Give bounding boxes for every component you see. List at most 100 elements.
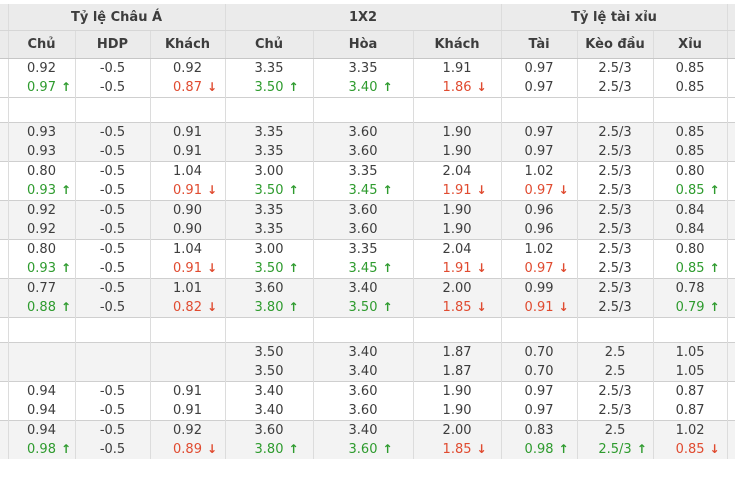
odds-value: 3.60	[348, 125, 378, 140]
odds-cell: -0.5	[74, 78, 150, 98]
down-arrow-icon: ↓	[206, 300, 218, 314]
odds-value: 2.5/3	[598, 61, 632, 76]
header-group-row: Tỷ lệ Châu Á 1X2 Tỷ lệ tài xỉu	[0, 4, 736, 31]
odds-cell: -0.5	[74, 122, 150, 142]
odds-cell: 0.94	[7, 381, 75, 401]
odds-value: 0.91	[173, 144, 202, 159]
odds-value: 0.85	[675, 144, 705, 159]
corner-cell	[726, 30, 736, 59]
odds-cell: 0.85	[652, 142, 728, 162]
edge-cell	[0, 420, 8, 440]
odds-cell: 1.02	[652, 420, 728, 440]
odds-value: 1.90	[442, 222, 472, 237]
odds-cell: 2.5	[576, 420, 654, 440]
odds-value: -0.5	[99, 80, 126, 95]
odds-cell: 0.91	[149, 142, 226, 162]
down-arrow-icon: ↓	[206, 442, 218, 456]
odds-cell: 0.92	[149, 58, 226, 78]
odds-cell: 2.5/3	[576, 298, 654, 318]
odds-cell: -0.5	[74, 259, 150, 279]
up-arrow-icon: ↑	[60, 80, 72, 94]
odds-cell	[7, 97, 75, 123]
up-arrow-icon: ↑	[382, 261, 393, 275]
odds-cell	[149, 97, 226, 123]
odds-value: 2.5/3	[598, 80, 632, 95]
down-arrow-icon: ↓	[709, 442, 720, 456]
odds-value: 1.85	[442, 300, 472, 315]
odds-cell: 0.96	[500, 220, 578, 240]
odds-value: 0.85	[675, 125, 705, 140]
edge-cell	[0, 239, 8, 259]
edge-cell	[0, 181, 8, 201]
odds-value: 3.60	[348, 403, 378, 418]
odds-cell: 1.87	[412, 342, 502, 362]
edge-cell	[726, 78, 736, 98]
odds-cell	[652, 97, 728, 123]
table-header: Tỷ lệ Châu Á 1X2 Tỷ lệ tài xỉu Chủ HDP Khách…	[0, 4, 736, 59]
odds-cell	[224, 317, 314, 343]
edge-cell	[0, 401, 8, 421]
odds-cell: 1.91 ↓	[412, 259, 502, 279]
up-arrow-icon: ↑	[382, 300, 393, 314]
odds-value: 3.40	[348, 423, 378, 438]
odds-value: 3.35	[348, 242, 378, 257]
odds-cell: 3.50 ↑	[312, 298, 414, 318]
odds-value: 0.82	[173, 300, 202, 315]
odds-value: 2.5/3	[598, 203, 632, 218]
odds-value: 2.5/3	[598, 442, 632, 457]
odds-value: 0.93	[27, 125, 56, 140]
odds-value: 0.85	[675, 183, 705, 198]
column-header-6: Tài	[500, 30, 578, 59]
odds-cell: 0.96	[500, 200, 578, 220]
section-header-0: Tỷ lệ Châu Á	[7, 4, 226, 31]
odds-value: 1.90	[442, 144, 472, 159]
edge-cell	[726, 401, 736, 421]
edge-cell	[0, 342, 8, 362]
edge-cell	[726, 200, 736, 220]
odds-cell: 0.98 ↑	[500, 440, 578, 459]
odds-value: 0.91	[173, 183, 202, 198]
odds-value: 0.97	[524, 403, 554, 418]
odds-row: 0.92 -0.5 0.90 3.35 3.60 1.90 0.96 2.5/3 0.84	[0, 200, 736, 220]
corner-cell	[0, 30, 8, 59]
odds-cell: -0.5	[74, 239, 150, 259]
edge-cell	[726, 58, 736, 78]
odds-value: 3.35	[254, 144, 284, 159]
odds-cell: 3.60	[312, 122, 414, 142]
odds-value: 2.5	[604, 345, 626, 360]
odds-cell: 1.05	[652, 362, 728, 382]
odds-value: 3.35	[254, 222, 284, 237]
odds-cell: 3.40 ↑	[312, 78, 414, 98]
up-arrow-icon: ↑	[60, 300, 72, 314]
odds-value: 0.97	[524, 144, 554, 159]
odds-value: 0.77	[27, 281, 56, 296]
edge-cell	[726, 239, 736, 259]
column-header-4: Hòa	[312, 30, 414, 59]
odds-value: 0.92	[27, 222, 56, 237]
odds-cell: 0.92	[7, 58, 75, 78]
down-arrow-icon: ↓	[206, 80, 218, 94]
odds-value: 0.80	[675, 242, 705, 257]
edge-cell	[726, 317, 736, 343]
edge-cell	[0, 317, 8, 343]
odds-value: 1.90	[442, 403, 472, 418]
odds-value: -0.5	[99, 242, 126, 257]
odds-cell: -0.5	[74, 142, 150, 162]
odds-cell: 0.97	[500, 381, 578, 401]
odds-cell: 1.90	[412, 381, 502, 401]
odds-value: 3.35	[254, 203, 284, 218]
odds-value: 0.97	[524, 183, 554, 198]
odds-cell: 2.5/3	[576, 278, 654, 298]
odds-value: 3.35	[348, 164, 378, 179]
odds-value: -0.5	[99, 183, 126, 198]
odds-cell	[412, 317, 502, 343]
odds-value: 0.91	[173, 403, 202, 418]
odds-value: 3.50	[254, 364, 284, 379]
odds-cell: 3.60	[312, 401, 414, 421]
odds-value: 0.70	[524, 364, 554, 379]
odds-cell: 0.97 ↓	[500, 259, 578, 279]
odds-value: 1.90	[442, 125, 472, 140]
down-arrow-icon: ↓	[476, 300, 487, 314]
odds-value: 0.91	[173, 384, 202, 399]
column-header-8: Xỉu	[652, 30, 728, 59]
